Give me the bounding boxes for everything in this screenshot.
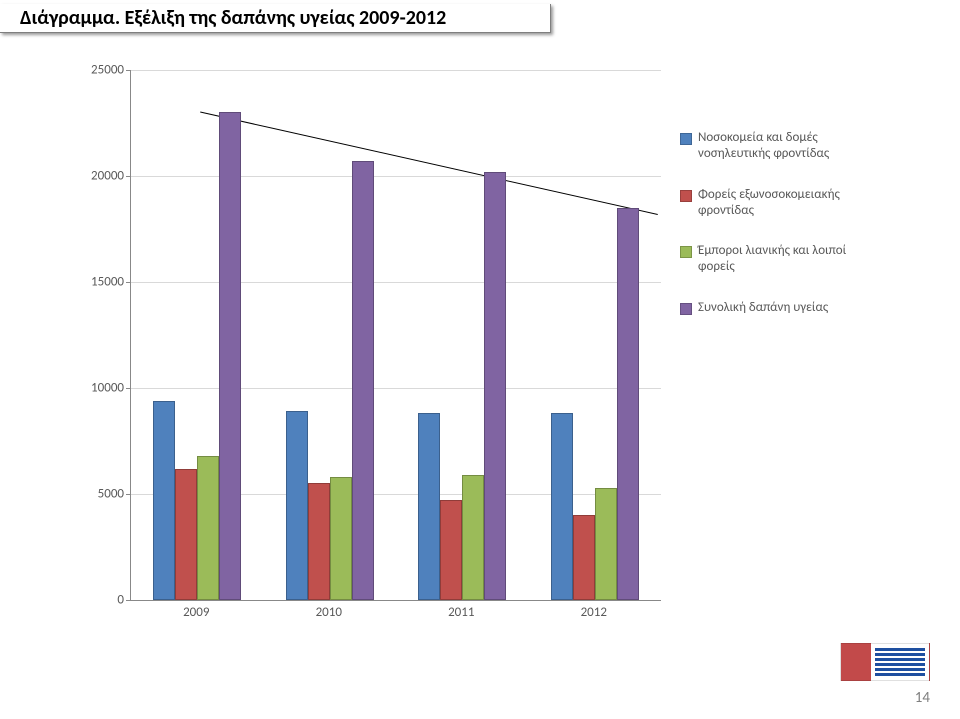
bar-hospitals bbox=[551, 413, 573, 600]
chart-container: Νοσοκομεία και δομές νοσηλευτικής φροντί… bbox=[80, 70, 880, 630]
y-tick-mark bbox=[126, 388, 130, 389]
x-tick-label: 2012 bbox=[581, 605, 607, 620]
bar-total bbox=[484, 172, 506, 600]
grid-line bbox=[131, 70, 661, 71]
bar-total bbox=[219, 112, 241, 600]
bar-hospitals bbox=[418, 413, 440, 600]
y-tick-label: 25000 bbox=[80, 63, 124, 78]
grid-line bbox=[131, 176, 661, 177]
bar-retailers bbox=[197, 456, 219, 600]
y-tick-mark bbox=[126, 70, 130, 71]
bar-outpatient bbox=[175, 469, 197, 600]
legend-label: Έμποροι λιανικής και λοιποί φορείς bbox=[698, 243, 880, 276]
legend-swatch bbox=[680, 303, 692, 315]
y-tick-mark bbox=[126, 600, 130, 601]
logo-stripes bbox=[875, 648, 925, 676]
y-tick-mark bbox=[126, 494, 130, 495]
y-tick-label: 15000 bbox=[80, 275, 124, 290]
bar-outpatient bbox=[440, 500, 462, 600]
bar-outpatient bbox=[573, 515, 595, 600]
bar-outpatient bbox=[308, 483, 330, 600]
legend-item: Φορείς εξωνοσοκομειακής φροντίδας bbox=[680, 187, 880, 220]
bar-retailers bbox=[462, 475, 484, 600]
legend-swatch bbox=[680, 133, 692, 145]
grid-line bbox=[131, 282, 661, 283]
legend-item: Έμποροι λιανικής και λοιποί φορείς bbox=[680, 243, 880, 276]
legend-label: Φορείς εξωνοσοκομειακής φροντίδας bbox=[698, 187, 880, 220]
y-tick-mark bbox=[126, 176, 130, 177]
bar-retailers bbox=[595, 488, 617, 600]
legend-swatch bbox=[680, 246, 692, 258]
y-tick-label: 0 bbox=[80, 593, 124, 608]
legend: Νοσοκομεία και δομές νοσηλευτικής φροντί… bbox=[680, 130, 880, 340]
legend-swatch bbox=[680, 190, 692, 202]
bar-retailers bbox=[330, 477, 352, 600]
page-number: 14 bbox=[915, 689, 930, 707]
bar-hospitals bbox=[286, 411, 308, 600]
footer-logo bbox=[840, 643, 930, 681]
legend-item: Νοσοκομεία και δομές νοσηλευτικής φροντί… bbox=[680, 130, 880, 163]
page-title: Διάγραμμα. Εξέλιξη της δαπάνης υγείας 20… bbox=[0, 4, 551, 33]
plot-area bbox=[130, 70, 661, 601]
grid-line bbox=[131, 388, 661, 389]
y-tick-label: 5000 bbox=[80, 487, 124, 502]
bar-total bbox=[617, 208, 639, 600]
bar-hospitals bbox=[153, 401, 175, 600]
x-tick-label: 2010 bbox=[316, 605, 342, 620]
x-tick-label: 2011 bbox=[448, 605, 474, 620]
legend-label: Νοσοκομεία και δομές νοσηλευτικής φροντί… bbox=[698, 130, 880, 163]
y-tick-label: 10000 bbox=[80, 381, 124, 396]
y-tick-label: 20000 bbox=[80, 169, 124, 184]
legend-item: Συνολική δαπάνη υγείας bbox=[680, 300, 880, 316]
bar-total bbox=[352, 161, 374, 600]
x-tick-label: 2009 bbox=[183, 605, 209, 620]
y-tick-mark bbox=[126, 282, 130, 283]
trendline-line bbox=[200, 112, 658, 214]
legend-label: Συνολική δαπάνη υγείας bbox=[698, 300, 828, 316]
